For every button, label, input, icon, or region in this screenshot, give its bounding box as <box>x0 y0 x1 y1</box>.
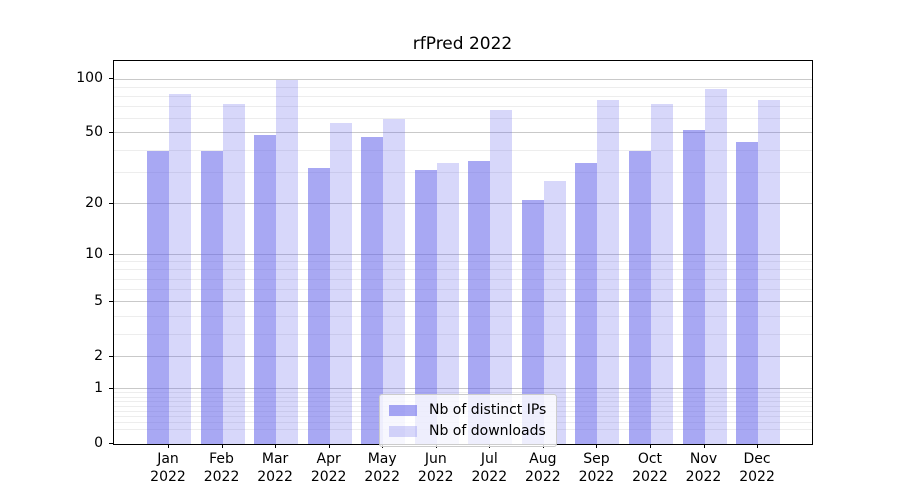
y-axis-tick <box>109 78 113 80</box>
bar-distinct-ips-jul <box>468 160 491 444</box>
bar-distinct-ips-sep <box>575 163 598 444</box>
y-axis-tick-label: 2 <box>94 348 103 365</box>
x-axis-tick-label: Oct 2022 <box>632 451 668 485</box>
bar-distinct-ips-oct <box>628 150 651 444</box>
y-axis-tick-label: 50 <box>85 124 103 141</box>
legend-label-distinct-ips: Nb of distinct IPs <box>429 402 547 418</box>
x-axis-tick-label: Apr 2022 <box>310 451 347 485</box>
x-axis-tick-label: Jul 2022 <box>471 451 508 485</box>
y-axis-tick <box>109 443 113 444</box>
bar-distinct-ips-jan <box>147 150 169 444</box>
minor-gridline <box>114 86 812 88</box>
y-axis-tick <box>109 301 113 303</box>
major-gridline <box>114 78 812 80</box>
x-axis-tick-label: Jan 2022 <box>150 451 186 485</box>
bar-distinct-ips-aug <box>521 199 544 444</box>
x-axis-tick-label: Sep 2022 <box>578 451 615 485</box>
legend-label-downloads: Nb of downloads <box>429 423 546 439</box>
minor-gridline <box>114 289 812 291</box>
bar-distinct-ips-feb <box>200 150 223 444</box>
y-axis-tick <box>109 253 113 255</box>
y-axis-tick-label: 0 <box>94 435 103 451</box>
legend-swatch-distinct-ips <box>389 404 417 416</box>
bar-downloads-jun <box>436 163 459 444</box>
bar-downloads-oct <box>650 104 673 444</box>
legend-swatch-downloads <box>389 425 417 437</box>
major-gridline <box>114 301 812 303</box>
x-axis-tick-label: Aug 2022 <box>525 451 561 485</box>
bar-downloads-jan <box>169 94 191 444</box>
bar-downloads-mar <box>276 79 299 444</box>
bar-downloads-feb <box>222 104 245 444</box>
x-axis-tick-label: Nov 2022 <box>685 451 722 485</box>
major-gridline <box>114 388 812 390</box>
bar-downloads-nov <box>704 89 727 444</box>
minor-gridline <box>114 171 812 173</box>
y-axis-tick <box>109 202 113 204</box>
bar-distinct-ips-mar <box>254 135 277 444</box>
bar-distinct-ips-nov <box>682 130 705 444</box>
x-axis-tick-label: Mar 2022 <box>257 451 293 485</box>
minor-gridline <box>114 333 812 335</box>
bar-downloads-aug <box>543 180 566 444</box>
x-axis-tick <box>596 444 598 448</box>
legend: Nb of distinct IPs Nb of downloads <box>379 394 558 447</box>
x-axis-tick <box>275 444 277 448</box>
bar-downloads-apr <box>329 123 352 444</box>
y-axis-tick <box>109 388 113 390</box>
x-axis-tick-label: Feb 2022 <box>203 451 240 485</box>
x-axis-tick <box>757 444 759 448</box>
major-gridline <box>114 253 812 255</box>
y-axis-tick <box>109 356 113 358</box>
x-axis-tick <box>703 444 705 448</box>
y-axis-tick-label: 100 <box>76 70 103 87</box>
x-axis-tick <box>328 444 330 448</box>
minor-gridline <box>114 118 812 120</box>
bar-distinct-ips-apr <box>307 167 330 444</box>
y-axis-tick-label: 1 <box>94 380 103 397</box>
x-axis-tick-label: Dec 2022 <box>739 451 775 485</box>
legend-item-distinct-ips: Nb of distinct IPs <box>389 402 546 418</box>
minor-gridline <box>114 106 812 108</box>
bar-downloads-dec <box>758 99 781 444</box>
major-gridline <box>114 202 812 204</box>
major-gridline <box>114 356 812 358</box>
minor-gridline <box>114 269 812 271</box>
x-axis-tick-label: Jun 2022 <box>417 451 454 485</box>
x-axis-tick <box>221 444 223 448</box>
bar-downloads-may <box>383 119 406 444</box>
legend-item-downloads: Nb of downloads <box>389 423 546 439</box>
bar-distinct-ips-may <box>361 136 384 444</box>
bar-downloads-sep <box>597 99 620 444</box>
major-gridline <box>114 132 812 134</box>
minor-gridline <box>114 278 812 280</box>
y-axis-tick-label: 20 <box>85 194 103 211</box>
y-axis-tick-label: 5 <box>94 293 103 310</box>
minor-gridline <box>114 149 812 151</box>
minor-gridline <box>114 95 812 97</box>
minor-gridline <box>114 315 812 317</box>
minor-gridline <box>114 392 812 394</box>
plot-area: Nb of distinct IPs Nb of downloads <box>113 60 813 447</box>
minor-gridline <box>114 261 812 263</box>
chart-title: rfPred 2022 <box>412 34 513 54</box>
x-axis-tick-label: May 2022 <box>364 451 400 485</box>
x-axis-tick <box>168 444 169 448</box>
x-axis-tick <box>649 444 651 448</box>
bar-distinct-ips-dec <box>736 141 759 444</box>
bar-downloads-jul <box>490 109 513 444</box>
y-axis-tick <box>109 132 113 134</box>
bar-distinct-ips-jun <box>414 170 437 444</box>
y-axis-tick-label: 10 <box>85 245 103 262</box>
